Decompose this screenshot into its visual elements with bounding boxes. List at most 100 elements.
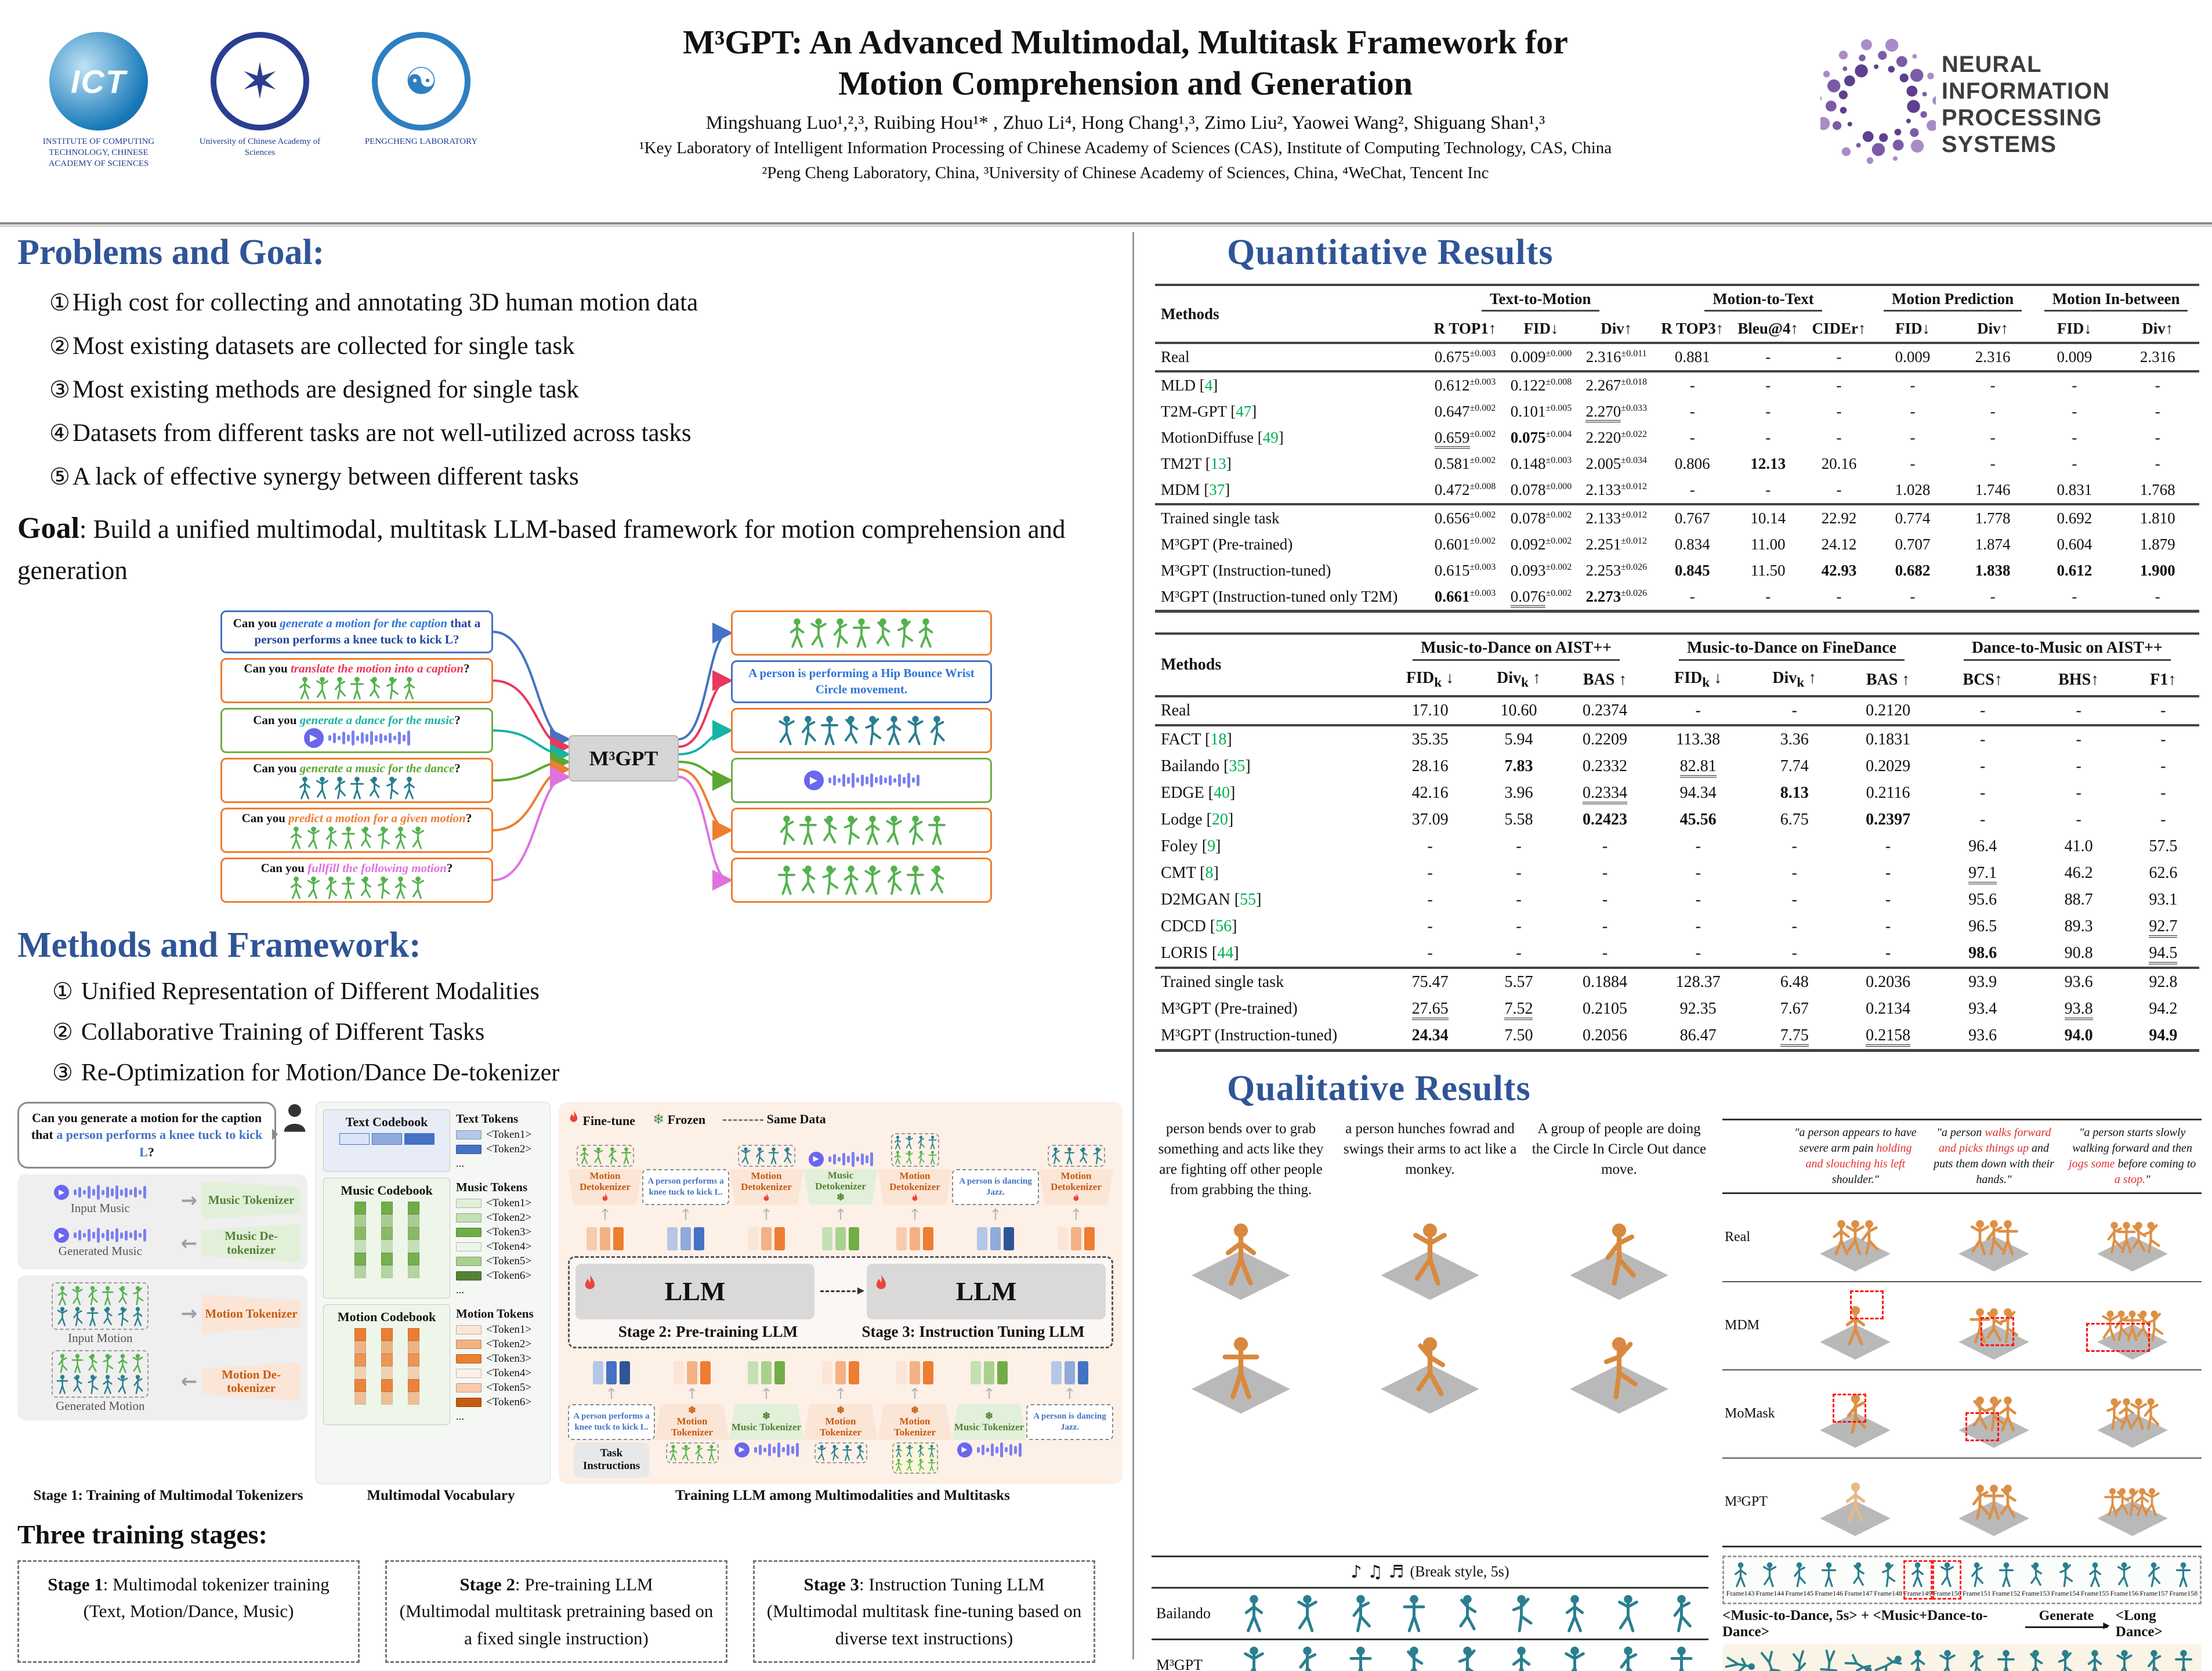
person-figure-icon (133, 1286, 144, 1305)
person-figure-icon (2116, 1650, 2133, 1671)
table-cell: - (1979, 701, 1986, 719)
person-figure-icon (669, 1444, 677, 1461)
person-figure-icon (1999, 1396, 2016, 1431)
mesh-figure (1410, 1336, 1450, 1403)
person-figure-icon (1673, 1594, 1692, 1632)
mesh-figures (1970, 1220, 2018, 1256)
text-output-box: A person performs a knee tuck to kick L. (642, 1169, 729, 1205)
table-cell: - (1910, 403, 1916, 420)
person-figure-icon (778, 715, 795, 745)
table-cell: - (1427, 890, 1433, 909)
item-text: A lack of effective synergy between diff… (72, 463, 579, 490)
authors: Mingshuang Luo¹,²,³, Ruibing Hou¹* , Zhu… (705, 112, 1545, 133)
table-row: LORIS [44] - - - - - - 98.6 90.8 94.5 (1155, 940, 2199, 968)
person-figure-icon (1565, 1646, 1585, 1671)
person-figure-icon (2135, 1488, 2149, 1516)
prompt-motion-inbetween: Can you fullfill the following motion? (220, 857, 493, 903)
table-cell: - (1885, 890, 1891, 909)
person-figure-icon (57, 1286, 67, 1305)
method-name: D2MGAN [55] (1161, 890, 1262, 909)
table-cell: 37.09 (1411, 810, 1449, 829)
play-icon[interactable] (808, 1151, 824, 1167)
person-figure-icon (1970, 1220, 1990, 1255)
llm-band: LLM LLM Stage 2: Pre-training LLM Stage … (568, 1256, 1113, 1348)
llm-instruction-box: LLM (867, 1263, 1106, 1319)
token-item: <Token6> (456, 1269, 543, 1282)
person-figure-icon (2030, 1562, 2042, 1586)
table-cell: 0.767 (1674, 509, 1710, 527)
arrow-up-icon: ↑ (599, 1206, 611, 1224)
table-cell: 93.8 (2030, 996, 2127, 1022)
table-column-header: F1↑ (2150, 670, 2177, 689)
person-figure-icon (1845, 1482, 1865, 1522)
frame-item: Frame149 (1903, 1560, 1932, 1600)
table-cell: 0.615±0.003 (1434, 562, 1496, 579)
play-icon[interactable] (734, 1442, 750, 1457)
person-figure-icon (1352, 1594, 1371, 1632)
grid-cell (1925, 1282, 2063, 1369)
person-figure-icon (1299, 1646, 1317, 1671)
table-cell: - (2072, 429, 2077, 446)
citation: 47 (1236, 403, 1252, 420)
table-row: M³GPT (Pre-trained) 27.65 7.52 0.2105 92.35 7… (1155, 996, 2199, 1022)
table-cell: 94.2 (2149, 999, 2178, 1018)
table-cell: 0.675±0.003 (1434, 348, 1496, 366)
table-cell: - (1602, 917, 1608, 935)
prompt-post: that a person performs a knee tuck to ki… (254, 616, 481, 646)
output-dance (731, 707, 992, 753)
table-group-header: Motion In-between (2033, 285, 2199, 316)
person-figure-icon (906, 1444, 913, 1457)
table-cell: 88.7 (2064, 890, 2093, 909)
person-figure-icon (930, 715, 945, 745)
snowflake-icon: ❄ (762, 1410, 771, 1422)
table-cell: 93.6 (2064, 972, 2093, 991)
dance-figures (740, 1146, 793, 1164)
play-icon[interactable] (54, 1185, 70, 1200)
generated-music-label: Generated Music (58, 1244, 142, 1258)
grid-cell (1925, 1459, 2063, 1546)
person-figure-icon (928, 1150, 936, 1164)
frame-item: Frame155 (2081, 1561, 2109, 1599)
table-row: Lodge [20] 37.09 5.58 0.2423 45.56 6.75 0.2397… (1155, 806, 2199, 833)
arrow-up-icon: ↑ (686, 1385, 698, 1403)
person-figure-icon (907, 715, 924, 745)
table-cell: - (1427, 837, 1433, 855)
vocab-caption: Multimodal Vocabulary (367, 1487, 515, 1503)
person-figure-icon (2147, 1650, 2162, 1671)
person-figure-icon (1882, 1562, 1896, 1587)
play-icon[interactable] (803, 770, 824, 790)
person-figure-icon (928, 1135, 936, 1149)
table-cell: 0.093±0.002 (1510, 562, 1572, 579)
person-figure-icon (103, 1307, 113, 1325)
dance-figures (298, 776, 417, 800)
table-cell: 7.50 (1504, 1026, 1533, 1044)
list-item: ②Most existing datasets are collected fo… (49, 332, 1123, 360)
person-figure-icon (1983, 1484, 2004, 1520)
table-cell: 113.38 (1676, 730, 1721, 748)
output-music (731, 757, 992, 803)
arrow-up-icon: ↑ (760, 1206, 773, 1224)
method-name: Real (1161, 701, 1191, 719)
error-box (1850, 1290, 1884, 1319)
person-figure-icon (706, 1444, 716, 1461)
person-figure-icon (1565, 1594, 1584, 1632)
cap-seg-red: jogs some (2069, 1157, 2115, 1170)
table-cell: 2.273±0.026 (1585, 588, 1647, 605)
play-icon[interactable] (303, 728, 324, 748)
grid-caption: "a person appears to have severe arm pai… (1786, 1120, 1925, 1194)
table-cell: - (1427, 917, 1433, 935)
token-item: <Token1> (456, 1197, 543, 1210)
table-cell: 17.10 (1411, 701, 1449, 719)
play-icon[interactable] (54, 1228, 70, 1243)
snowflake-icon: ❄ (910, 1405, 919, 1416)
table-cell: 93.6 (1968, 1026, 1997, 1044)
person-figure-icon (780, 815, 795, 845)
play-icon[interactable] (957, 1442, 972, 1457)
frame-item: Frame145 (1786, 1561, 1813, 1599)
table-cell: - (2160, 701, 2166, 719)
person-figure-icon (307, 876, 320, 899)
bailando-row: Bailando (1152, 1589, 1708, 1639)
table-column-header: R TOP3↑ (1661, 320, 1724, 337)
person-figure-icon (1605, 1223, 1636, 1286)
